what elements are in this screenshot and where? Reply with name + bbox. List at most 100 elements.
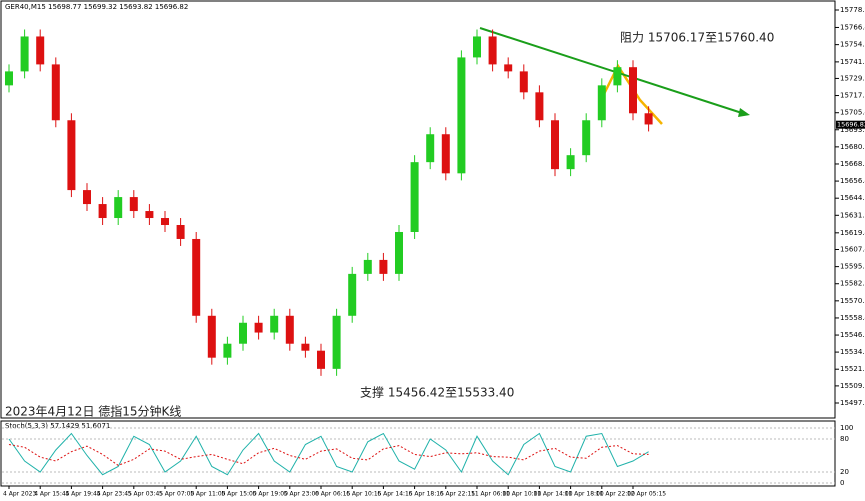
candle-body — [613, 67, 622, 86]
candle-body — [582, 120, 591, 156]
y-tick-label: 15546.20 — [840, 331, 865, 339]
y-tick-label: 15607.45 — [840, 246, 865, 254]
candle-body — [644, 113, 653, 125]
x-tick-label: 6 Apr 18:15 — [409, 491, 444, 498]
candle-body — [473, 36, 481, 58]
x-tick-label: 4 Apr 23:45 — [97, 491, 132, 498]
candle-body — [395, 231, 403, 274]
x-tick-label: 5 Apr 03:45 — [128, 491, 163, 498]
trend-line — [479, 27, 746, 115]
y-tick-label: 15644.20 — [840, 194, 865, 202]
x-tick-label: 4 Apr 2023 — [3, 491, 36, 498]
y-tick-label: 15741.80 — [840, 58, 865, 66]
x-tick-label: 6 Apr 10:15 — [346, 491, 381, 498]
candle-body — [504, 64, 513, 72]
x-tick-label: 11 Apr 18:00 — [565, 491, 604, 498]
candle-body — [301, 343, 310, 351]
y-tick-label: 15693.20 — [840, 126, 865, 134]
y-tick-label: 15558.45 — [840, 314, 865, 322]
candle-body — [363, 259, 372, 274]
y-tick-label: 15509.80 — [840, 382, 865, 390]
price-tag — [836, 120, 865, 129]
x-tick-label: 4 Apr 15:45 — [34, 491, 69, 498]
candle-body — [207, 315, 216, 358]
candle-body — [457, 57, 466, 174]
candle-body — [629, 67, 637, 114]
x-tick-label: 11 Apr 14:00 — [533, 491, 572, 498]
candle-body — [239, 322, 247, 344]
candle-body — [36, 36, 45, 65]
trend-arrow — [738, 108, 750, 117]
y-tick-label: 15705.40 — [840, 109, 865, 117]
candle-body — [83, 190, 91, 205]
candle-body — [5, 71, 13, 86]
candle-body — [566, 155, 575, 170]
x-tick-label: 11 Apr 10:00 — [502, 491, 541, 498]
caption: 2023年4月12日 德指15分钟K线 — [5, 404, 181, 419]
candle-body — [223, 343, 232, 358]
y-tick-label: 15619.40 — [840, 229, 865, 237]
y-tick-label: 15656.45 — [840, 177, 865, 185]
x-tick-label: 6 Apr 14:15 — [377, 491, 412, 498]
x-tick-label: 12 Apr 05:15 — [627, 491, 666, 498]
candle-body — [254, 322, 263, 333]
main-frame — [0, 0, 836, 419]
y-tick-label: 15668.70 — [840, 160, 865, 168]
stoch-line — [8, 432, 649, 476]
y-tick-label: 15729.95 — [840, 74, 865, 82]
candle-body — [176, 225, 185, 239]
candle-body — [410, 162, 419, 232]
stoch-tick-label: 80 — [840, 435, 849, 443]
candle-body — [379, 259, 388, 274]
x-tick-label: 6 Apr 06:15 — [315, 491, 350, 498]
candle-body — [20, 36, 29, 72]
x-tick-label: 5 Apr 23:00 — [284, 491, 319, 498]
symbol-info: GER40,M15 15698.77 15699.32 15693.82 156… — [5, 3, 188, 11]
candle-body — [285, 315, 294, 344]
candle-body — [192, 238, 201, 316]
x-tick-label: 5 Apr 07:00 — [159, 491, 194, 498]
candle-body — [270, 315, 279, 333]
candle-body — [67, 120, 76, 191]
candle-body — [98, 204, 107, 219]
stoch-line — [8, 444, 649, 466]
candle-body — [551, 120, 559, 170]
stoch-title: Stoch(5,3,3) 57.1429 51.6071 — [5, 422, 110, 430]
x-tick-label: 6 Apr 22:15 — [440, 491, 475, 498]
x-tick-label: 5 Apr 11:00 — [190, 491, 225, 498]
price-tag-label: 15696.82 — [837, 121, 865, 129]
x-tick-label: 4 Apr 19:45 — [65, 491, 100, 498]
candle-body — [114, 197, 123, 219]
candle-body — [597, 85, 606, 121]
stoch-frame — [0, 420, 836, 487]
y-tick-label: 15595.20 — [840, 263, 865, 271]
candle-body — [488, 36, 497, 65]
y-tick-label: 15534.00 — [840, 348, 865, 356]
candle-body — [317, 350, 325, 369]
y-tick-label: 15497.55 — [840, 399, 865, 407]
y-tick-label: 15778.95 — [840, 6, 865, 14]
candle-body — [129, 197, 138, 212]
candle-body — [51, 64, 60, 121]
candle-body — [535, 92, 544, 121]
candle-body — [161, 218, 169, 226]
candle-body — [348, 273, 357, 316]
y-tick-label: 15582.95 — [840, 280, 865, 288]
resistance-label: 阻力 15706.17至15760.40 — [620, 31, 774, 45]
stoch-tick-label: 20 — [840, 468, 849, 476]
stoch-tick-label: 0 — [840, 479, 844, 487]
y-tick-label: 15680.95 — [840, 143, 865, 151]
candle-body — [441, 134, 450, 174]
stoch-tick-label: 100 — [840, 424, 853, 432]
y-tick-label: 15717.70 — [840, 92, 865, 100]
y-tick-label: 15521.75 — [840, 365, 865, 373]
candle-body — [332, 315, 341, 369]
y-tick-label: 15766.45 — [840, 23, 865, 31]
y-tick-label: 15754.15 — [840, 41, 865, 49]
x-tick-label: 11 Apr 22:00 — [596, 491, 635, 498]
support-label: 支撑 15456.42至15533.40 — [360, 385, 514, 400]
y-tick-label: 15570.70 — [840, 297, 865, 305]
candle-body — [426, 134, 435, 163]
